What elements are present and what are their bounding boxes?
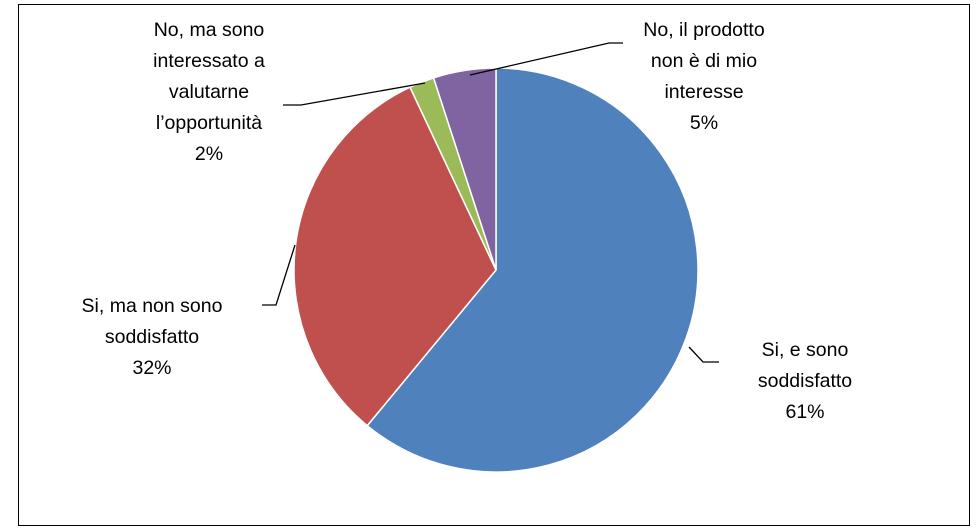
pie-slice-3 bbox=[432, 67, 497, 271]
label-pct: 2% bbox=[194, 143, 224, 165]
label-line: non è di mio bbox=[650, 50, 758, 72]
chart-frame: Si, e sono soddisfatto 61% Si, ma non so… bbox=[18, 4, 970, 526]
label-pct: 61% bbox=[785, 401, 825, 423]
label-pct: 5% bbox=[689, 112, 719, 134]
label-line: interessato a bbox=[153, 50, 265, 72]
label-line: Si, ma non sono bbox=[81, 295, 223, 317]
label-line: soddisfatto bbox=[757, 370, 853, 392]
label-si-non-soddisfatto: Si, ma non sono soddisfatto 32% bbox=[47, 291, 257, 384]
pie-slice-0 bbox=[366, 67, 699, 473]
leader-no-interessato bbox=[283, 82, 426, 106]
leader-no-interesse bbox=[469, 42, 623, 76]
label-line: soddisfatto bbox=[104, 326, 200, 348]
leader-si-soddisfatto bbox=[688, 346, 719, 363]
pie-slice-1 bbox=[293, 86, 497, 427]
label-no-interessato: No, ma sono interessato a valutarne l’op… bbox=[129, 15, 289, 170]
pie-chart bbox=[262, 42, 719, 473]
label-line: interesse bbox=[664, 81, 744, 103]
label-pct: 32% bbox=[132, 357, 172, 379]
label-line: No, ma sono bbox=[153, 19, 265, 41]
leader-si-non-soddisfatto bbox=[262, 244, 296, 306]
label-si-soddisfatto: Si, e sono soddisfatto 61% bbox=[735, 335, 875, 428]
label-line: No, il prodotto bbox=[643, 19, 765, 41]
label-line: valutarne bbox=[168, 81, 250, 103]
label-line: l’opportunità bbox=[155, 112, 263, 134]
label-no-interesse: No, il prodotto non è di mio interesse 5… bbox=[619, 15, 789, 139]
label-line: Si, e sono bbox=[761, 339, 849, 361]
